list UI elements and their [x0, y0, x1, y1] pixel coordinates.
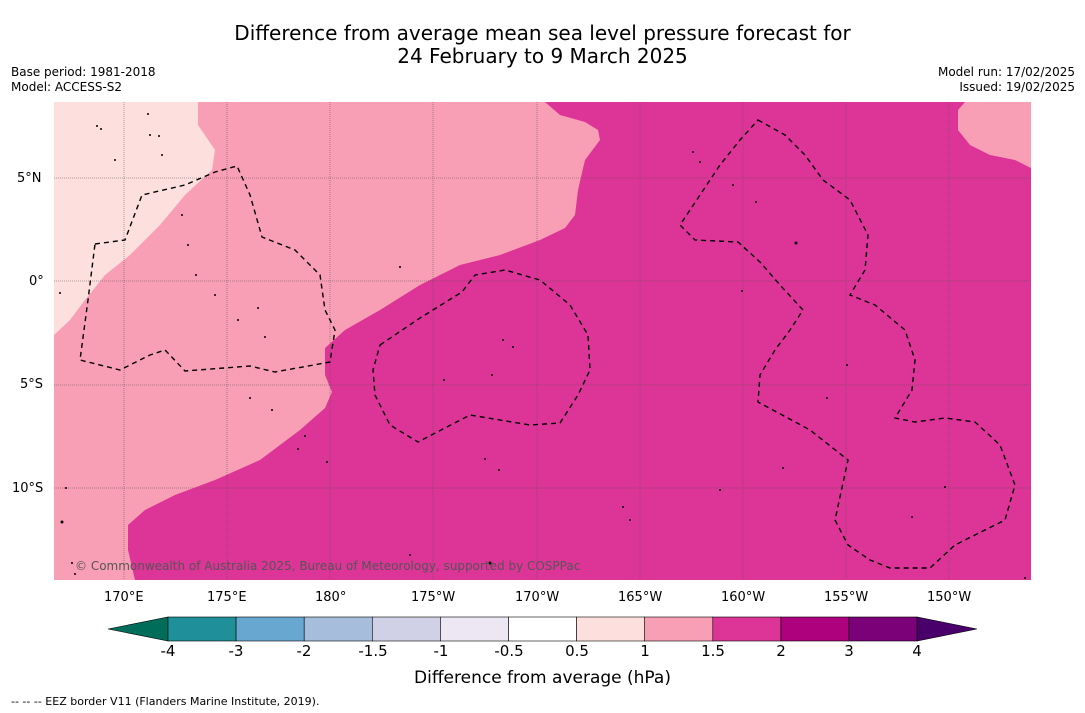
colorbar-swatch — [644, 616, 714, 642]
lat-label-5n: 5°N — [17, 171, 42, 186]
field-1-5-to-2 — [128, 102, 1031, 580]
colorbar-tick: -1 — [433, 642, 449, 660]
colorbar-swatch — [508, 616, 577, 642]
colorbar-swatch — [440, 616, 509, 642]
lon-label-170w: 170°W — [515, 590, 560, 605]
colorbar-swatch — [167, 616, 237, 642]
colorbar-extend-high — [916, 616, 978, 642]
lat-label-10s: 10°S — [12, 481, 44, 496]
lat-label-5s: 5°S — [20, 377, 44, 392]
model-label: Model: ACCESS-S2 — [11, 80, 123, 94]
colorbar-swatch — [576, 616, 645, 642]
eez-border-central — [372, 269, 591, 443]
colorbar-tick: 1.5 — [701, 642, 725, 660]
colorbar-tick: 3 — [844, 642, 854, 660]
chart-title-line-2: 24 February to 9 March 2025 — [397, 44, 688, 68]
colorbar-title: Difference from average (hPa) — [414, 668, 671, 688]
map-fields: © Commonwealth of Australia 2025, Bureau… — [54, 102, 1031, 580]
lat-label-0: 0° — [29, 274, 44, 289]
colorbar-swatch — [303, 616, 373, 642]
colorbar-tick: 4 — [912, 642, 922, 660]
colorbar-tick: 0.5 — [565, 642, 589, 660]
field-1-to-1-5-ne — [958, 102, 1031, 168]
eez-legend-note: -- -- -- EEZ border V11 (Flanders Marine… — [11, 695, 320, 708]
lon-label-175w: 175°W — [411, 590, 456, 605]
colorbar-extend-low — [107, 616, 169, 642]
copyright-notice: © Commonwealth of Australia 2025, Bureau… — [75, 559, 580, 573]
colorbar-swatch — [235, 616, 305, 642]
colorbar-tick: 1 — [640, 642, 650, 660]
colorbar-tick: -0.5 — [494, 642, 524, 660]
colorbar-swatch — [712, 616, 782, 642]
eez-borders — [79, 119, 1016, 569]
lon-label-170e: 170°E — [104, 590, 144, 605]
base-period-label: Base period: 1981-2018 — [11, 65, 156, 79]
colorbar-swatch — [780, 616, 850, 642]
colorbar-swatch — [371, 616, 441, 642]
colorbar-tick: -4 — [160, 642, 176, 660]
issued-label: Issued: 19/02/2025 — [959, 80, 1075, 94]
colorbar-tick: -2 — [296, 642, 312, 660]
lon-label-175e: 175°E — [207, 590, 247, 605]
colorbar — [107, 616, 978, 642]
colorbar-swatch — [848, 616, 918, 642]
colorbar-tick: -3 — [228, 642, 244, 660]
lon-label-180: 180° — [315, 590, 347, 605]
colorbar-tick: 2 — [776, 642, 786, 660]
field-0-5-to-1 — [54, 102, 215, 335]
lon-label-155w: 155°W — [824, 590, 869, 605]
lon-label-160w: 160°W — [721, 590, 766, 605]
model-run-label: Model run: 17/02/2025 — [937, 65, 1075, 79]
lon-label-150w: 150°W — [927, 590, 972, 605]
graticule — [54, 102, 1031, 580]
colorbar-tick: -1.5 — [358, 642, 388, 660]
eez-border-west — [79, 165, 336, 373]
lon-label-165w: 165°W — [618, 590, 663, 605]
islands — [59, 113, 1026, 579]
chart-title-line-1: Difference from average mean sea level p… — [234, 21, 851, 45]
